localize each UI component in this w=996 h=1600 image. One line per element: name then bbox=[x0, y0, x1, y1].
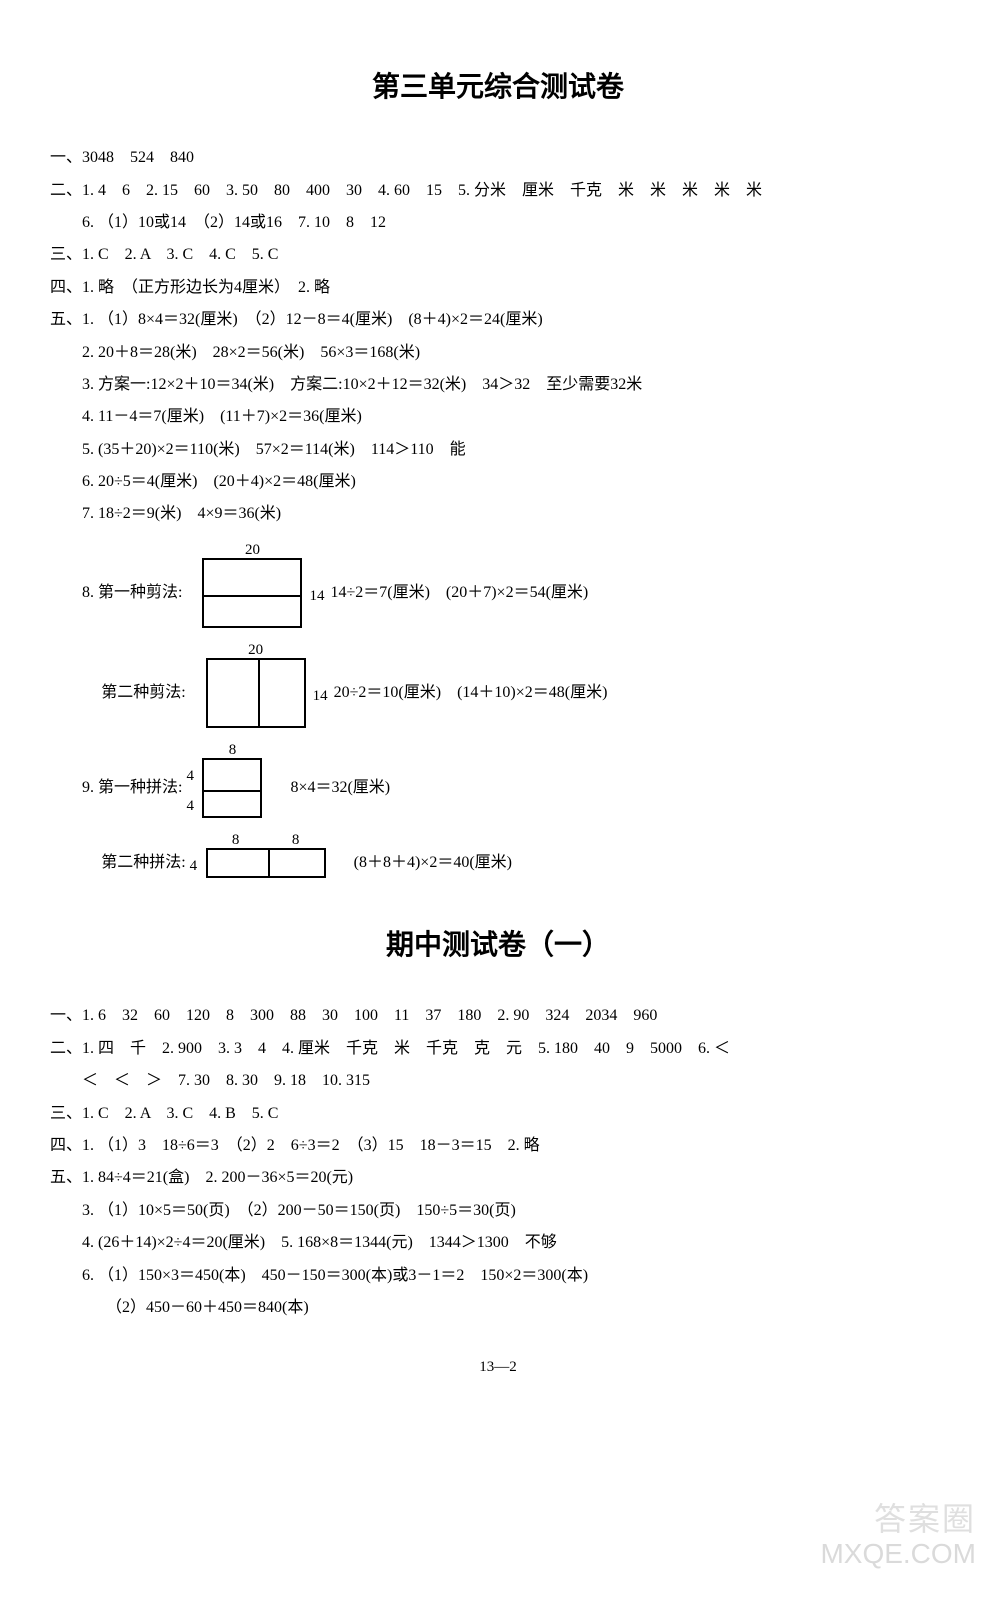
title-midterm: 期中测试卷（一） bbox=[50, 918, 946, 971]
u3-s4: 四、1. 略 （正方形边长为4厘米） 2. 略 bbox=[50, 273, 946, 303]
u3-s3: 三、1. C 2. A 3. C 4. C 5. C bbox=[50, 240, 946, 270]
mid-s5-6a: 6. （1）150×3＝450(本) 450－150＝300(本)或3－1＝2 … bbox=[50, 1261, 946, 1291]
dim-right: 14 bbox=[313, 682, 328, 711]
u3-s5-8-text2: 20÷2＝10(厘米) (14＋10)×2＝48(厘米) bbox=[334, 678, 608, 708]
watermark-logo: 答案圈 bbox=[874, 1489, 976, 1550]
mid-s1: 一、1. 6 32 60 120 8 300 88 30 100 11 37 1… bbox=[50, 1001, 946, 1031]
mid-s2a: 二、1. 四 千 2. 900 3. 3 4 4. 厘米 千克 米 千克 克 元… bbox=[50, 1034, 946, 1064]
mid-s3: 三、1. C 2. A 3. C 4. B 5. C bbox=[50, 1099, 946, 1129]
diagram-8b: 20 14 bbox=[206, 658, 306, 728]
u3-s5-8-label1: 8. 第一种剪法: bbox=[82, 578, 182, 608]
u3-s5-9-label1: 9. 第一种拼法: bbox=[82, 773, 182, 803]
u3-s5-8-label2: 第二种剪法: bbox=[101, 678, 185, 708]
u3-s5-2: 2. 20＋8＝28(米) 28×2＝56(米) 56×3＝168(米) bbox=[50, 338, 946, 368]
dim-left-a: 4 bbox=[186, 762, 194, 791]
dim-left: 4 bbox=[190, 852, 198, 881]
u3-s5-5: 5. (35＋20)×2＝110(米) 57×2＝114(米) 114＞110 … bbox=[50, 435, 946, 465]
mid-s5-6b: （2）450－60＋450＝840(本) bbox=[50, 1293, 946, 1323]
title-unit3: 第三单元综合测试卷 bbox=[50, 60, 946, 113]
u3-s5-9-label2: 第二种拼法: bbox=[101, 848, 185, 878]
dim-right: 14 bbox=[309, 582, 324, 611]
mid-s2b: ＜ ＜ ＞ 7. 30 8. 30 9. 18 10. 315 bbox=[50, 1066, 946, 1096]
page-number: 13—2 bbox=[50, 1353, 946, 1382]
mid-s5-4: 4. (26＋14)×2÷4＝20(厘米) 5. 168×8＝1344(元) 1… bbox=[50, 1228, 946, 1258]
u3-s5-3: 3. 方案一:12×2＋10＝34(米) 方案二:10×2＋12＝32(米) 3… bbox=[50, 370, 946, 400]
diagram-9b: 8 8 4 bbox=[206, 848, 326, 878]
u3-s5-9-text1: 8×4＝32(厘米) bbox=[290, 773, 390, 803]
u3-s2b: 6. （1）10或14 （2）14或16 7. 10 8 12 bbox=[50, 208, 946, 238]
mid-s5-1: 五、1. 84÷4＝21(盒) 2. 200－36×5＝20(元) bbox=[50, 1163, 946, 1193]
u3-s5-8-text1: 14÷2＝7(厘米) (20＋7)×2＝54(厘米) bbox=[330, 578, 588, 608]
diagram-8a: 20 14 bbox=[202, 558, 302, 628]
u3-s5-4: 4. 11－4＝7(厘米) (11＋7)×2＝36(厘米) bbox=[50, 402, 946, 432]
watermark-url: MXQE.COM bbox=[820, 1527, 976, 1580]
u3-s5-7: 7. 18÷2＝9(米) 4×9＝36(米) bbox=[50, 499, 946, 529]
u3-s2a: 二、1. 4 6 2. 15 60 3. 50 80 400 30 4. 60 … bbox=[50, 176, 946, 206]
u3-s1: 一、3048 524 840 bbox=[50, 143, 946, 173]
u3-s5-9-text2: (8＋8＋4)×2＝40(厘米) bbox=[354, 848, 512, 878]
diagram-9a: 8 4 4 bbox=[202, 758, 262, 818]
u3-s5-1: 五、1. （1）8×4＝32(厘米) （2）12－8＝4(厘米) (8＋4)×2… bbox=[50, 305, 946, 335]
mid-s4: 四、1. （1）3 18÷6＝3 （2）2 6÷3＝2 （3）15 18－3＝1… bbox=[50, 1131, 946, 1161]
dim-left-b: 4 bbox=[186, 792, 194, 821]
mid-s5-3: 3. （1）10×5＝50(页) （2）200－50＝150(页) 150÷5＝… bbox=[50, 1196, 946, 1226]
u3-s5-6: 6. 20÷5＝4(厘米) (20＋4)×2＝48(厘米) bbox=[50, 467, 946, 497]
